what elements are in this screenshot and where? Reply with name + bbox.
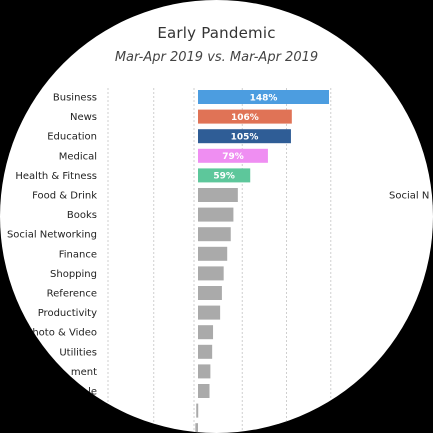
chart-subtitle: Mar-Apr 2019 vs. Mar-Apr 2019 [114, 50, 319, 65]
bar [198, 305, 221, 320]
data-label: 79% [222, 152, 244, 162]
bar [195, 423, 198, 433]
side-label: Social N [389, 191, 429, 202]
category-label: Shopping [50, 269, 97, 280]
bar [198, 286, 222, 300]
category-label: Reference [47, 289, 97, 300]
category-label: Utilities [59, 347, 97, 358]
category-label: ment [71, 367, 97, 378]
bar [198, 344, 213, 359]
category-label: Health & Fitness [15, 171, 97, 182]
bar [198, 384, 210, 398]
category-label: Books [67, 210, 97, 221]
category-label: News [70, 112, 97, 123]
category-label: Social Networking [7, 230, 97, 241]
category-label: Food & Drink [32, 191, 97, 202]
bar [198, 227, 231, 242]
bar [198, 129, 291, 144]
category-label: Finance [59, 249, 97, 260]
bar [198, 148, 268, 163]
bar [198, 246, 228, 261]
category-label: le [88, 387, 97, 398]
bar [198, 364, 211, 379]
category-label: Education [47, 132, 97, 143]
bar [198, 90, 329, 104]
bar [198, 109, 292, 124]
data-label: 59% [213, 172, 235, 182]
chart-title: Early Pandemic [157, 24, 276, 42]
category-label: Business [53, 93, 97, 104]
category-label: Productivity [38, 308, 97, 319]
bar [198, 207, 234, 222]
data-label: 148% [250, 93, 278, 103]
bar [198, 168, 251, 183]
category-label: hoto & Video [32, 328, 97, 339]
data-label: 106% [231, 113, 259, 123]
category-label: Medical [59, 151, 97, 162]
bar [196, 403, 199, 418]
data-label: 105% [231, 133, 259, 143]
bar [198, 325, 214, 340]
bar [198, 266, 224, 281]
bar [198, 188, 238, 202]
